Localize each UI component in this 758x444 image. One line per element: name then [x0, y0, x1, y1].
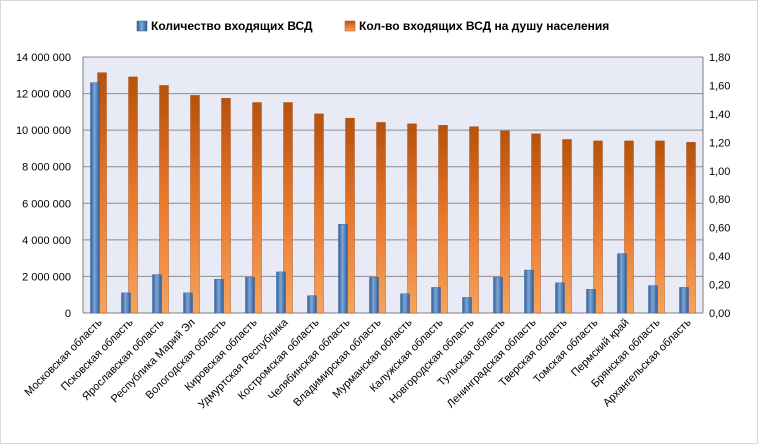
legend-label-series-1: Количество входящих ВСД [151, 19, 313, 33]
bar-per-capita [252, 102, 262, 314]
left-tick-label: 10 000 000 [16, 125, 71, 137]
bar-total-count [214, 278, 224, 314]
left-tick-label: 4 000 000 [22, 235, 71, 247]
bar-per-capita [221, 98, 231, 314]
legend-swatch-series-1 [136, 20, 148, 32]
left-tick-label: 14 000 000 [16, 52, 71, 64]
bar-per-capita [283, 102, 293, 314]
plot-area [83, 57, 703, 313]
right-tick-label: 0,00 [709, 308, 730, 320]
bar-total-count [183, 292, 193, 314]
bar-per-capita [655, 140, 665, 314]
bar-per-capita [159, 85, 169, 314]
left-axis-tick-labels: 0 2 000 000 4 000 000 6 000 000 8 000 000 10 … [16, 52, 71, 320]
bar-per-capita [686, 142, 696, 314]
bar-total-count [307, 295, 317, 314]
bar-total-count [245, 277, 255, 314]
bar-total-count [400, 293, 410, 314]
legend-swatch-series-2 [344, 20, 356, 32]
bar-per-capita [562, 139, 572, 314]
right-axis-tick-labels: 0,00 0,20 0,40 0,60 0,80 1,00 1,20 1,40 1,60 1,80 [709, 52, 730, 320]
bar-per-capita [500, 130, 510, 314]
right-tick-label: 1,60 [709, 80, 730, 92]
bar-total-count [617, 253, 627, 314]
right-tick-label: 1,80 [709, 52, 730, 64]
bar-total-count [276, 271, 286, 314]
bar-per-capita [190, 95, 200, 314]
bar-total-count [648, 285, 658, 314]
bar-total-count [90, 82, 100, 314]
gridlines [82, 56, 704, 314]
bar-total-count [369, 277, 379, 314]
bar-total-count [338, 224, 348, 314]
bars [90, 72, 696, 314]
bar-total-count [586, 289, 596, 314]
bar-total-count [152, 274, 162, 314]
left-tick-label: 6 000 000 [22, 198, 71, 210]
left-tick-label: 0 [65, 308, 71, 320]
bar-per-capita [469, 126, 479, 314]
bar-total-count [679, 287, 689, 314]
left-tick-label: 8 000 000 [22, 162, 71, 174]
bar-per-capita [407, 123, 417, 314]
right-tick-label: 1,40 [709, 109, 730, 121]
bar-total-count [493, 277, 503, 314]
bar-per-capita [376, 122, 386, 314]
bar-total-count [524, 269, 534, 314]
left-tick-label: 2 000 000 [22, 271, 71, 283]
bar-per-capita [593, 140, 603, 314]
right-tick-label: 0,80 [709, 194, 730, 206]
bar-total-count [431, 287, 441, 314]
bar-total-count [555, 282, 565, 314]
right-tick-label: 0,40 [709, 251, 730, 263]
bar-per-capita [314, 113, 324, 314]
bar-per-capita [624, 140, 634, 314]
right-tick-label: 0,60 [709, 223, 730, 235]
bar-per-capita [438, 125, 448, 314]
bar-per-capita [531, 133, 541, 314]
right-tick-label: 0,20 [709, 280, 730, 292]
bar-per-capita [128, 76, 138, 314]
bar-total-count [462, 297, 472, 314]
right-tick-label: 1,20 [709, 137, 730, 149]
legend-label-series-2: Кол-во входящих ВСД на душу населения [359, 19, 609, 33]
right-tick-label: 1,00 [709, 166, 730, 178]
bar-total-count [121, 292, 131, 314]
left-tick-label: 12 000 000 [16, 89, 71, 101]
bar-per-capita [345, 117, 355, 314]
legend: Количество входящих ВСД Кол-во входящих … [136, 19, 609, 33]
